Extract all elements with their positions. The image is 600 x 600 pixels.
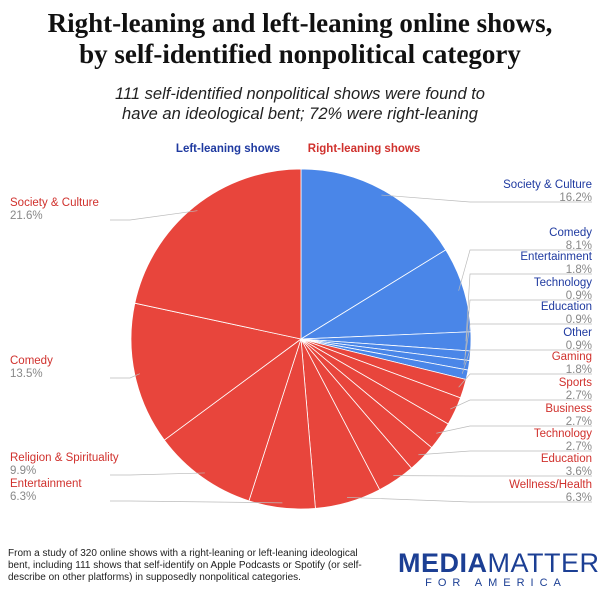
value-label: 3.6% — [566, 466, 592, 478]
slice-label: Other — [563, 327, 592, 339]
leader-line — [458, 249, 592, 291]
pie-slice — [134, 168, 302, 340]
value-label: 21.6% — [10, 210, 43, 222]
slice-label: Wellness/Health — [509, 479, 592, 491]
value-label: 1.8% — [566, 364, 592, 376]
leader-line — [110, 210, 198, 221]
legend-entry: Left-leaning shows — [176, 143, 280, 155]
leader-line — [464, 299, 592, 356]
value-label: 0.9% — [566, 290, 592, 302]
leader-line — [450, 399, 592, 410]
footnote: From a study of 320 online shows with a … — [8, 548, 362, 583]
leader-line — [463, 323, 592, 365]
value-label: 13.5% — [10, 368, 43, 380]
slice-label: Comedy — [10, 355, 53, 367]
slice-label: Technology — [534, 428, 592, 440]
slice-label: Sports — [559, 377, 592, 389]
value-label: 2.7% — [566, 416, 592, 428]
leader-line — [110, 472, 205, 476]
value-label: 16.2% — [559, 192, 592, 204]
logo-tagline: FOR AMERICA — [425, 577, 567, 589]
logo-media: MEDIA — [398, 548, 488, 578]
slice-label: Technology — [534, 277, 592, 289]
value-label: 9.9% — [10, 465, 36, 477]
value-label: 6.3% — [10, 491, 36, 503]
legend-entry: Right-leaning shows — [308, 143, 420, 155]
slice-label: Society & Culture — [10, 197, 99, 209]
pie-slice — [300, 168, 447, 340]
leader-line — [461, 349, 592, 374]
leader-line — [458, 373, 592, 388]
leader-line — [465, 273, 592, 342]
slice-label: Education — [541, 453, 592, 465]
value-label: 2.7% — [566, 441, 592, 453]
logo-matters: MATTERS — [487, 548, 600, 578]
leader-line — [418, 450, 592, 456]
chart-title: Right-leaning and left-leaning online sh… — [47, 8, 553, 69]
slice-label: Religion & Spirituality — [10, 452, 119, 464]
leader-line — [347, 496, 592, 503]
value-label: 8.1% — [566, 240, 592, 252]
slice-label: Entertainment — [10, 478, 82, 490]
value-label: 6.3% — [566, 492, 592, 504]
leader-line — [110, 500, 283, 504]
slice-label: Society & Culture — [503, 179, 592, 191]
slice-label: Entertainment — [520, 251, 592, 263]
value-label: 0.9% — [566, 340, 592, 352]
logo: MEDIAMATTERS FOR AMERICA — [398, 548, 600, 589]
slice-label: Comedy — [549, 227, 592, 239]
pie-slice — [130, 302, 302, 441]
logo-wordmark: MEDIAMATTERS — [398, 548, 600, 579]
slice-label: Education — [541, 301, 592, 313]
slice-label: Gaming — [552, 351, 592, 363]
slice-label: Business — [545, 403, 592, 415]
value-label: 2.7% — [566, 390, 592, 402]
leader-line — [381, 194, 592, 203]
value-label: 1.8% — [566, 264, 592, 276]
value-label: 0.9% — [566, 314, 592, 326]
leader-line — [110, 373, 140, 379]
leader-line — [436, 425, 592, 434]
pie-slice — [163, 337, 302, 502]
chart-subtitle: 111 self-identified nonpolitical shows w… — [115, 85, 485, 123]
